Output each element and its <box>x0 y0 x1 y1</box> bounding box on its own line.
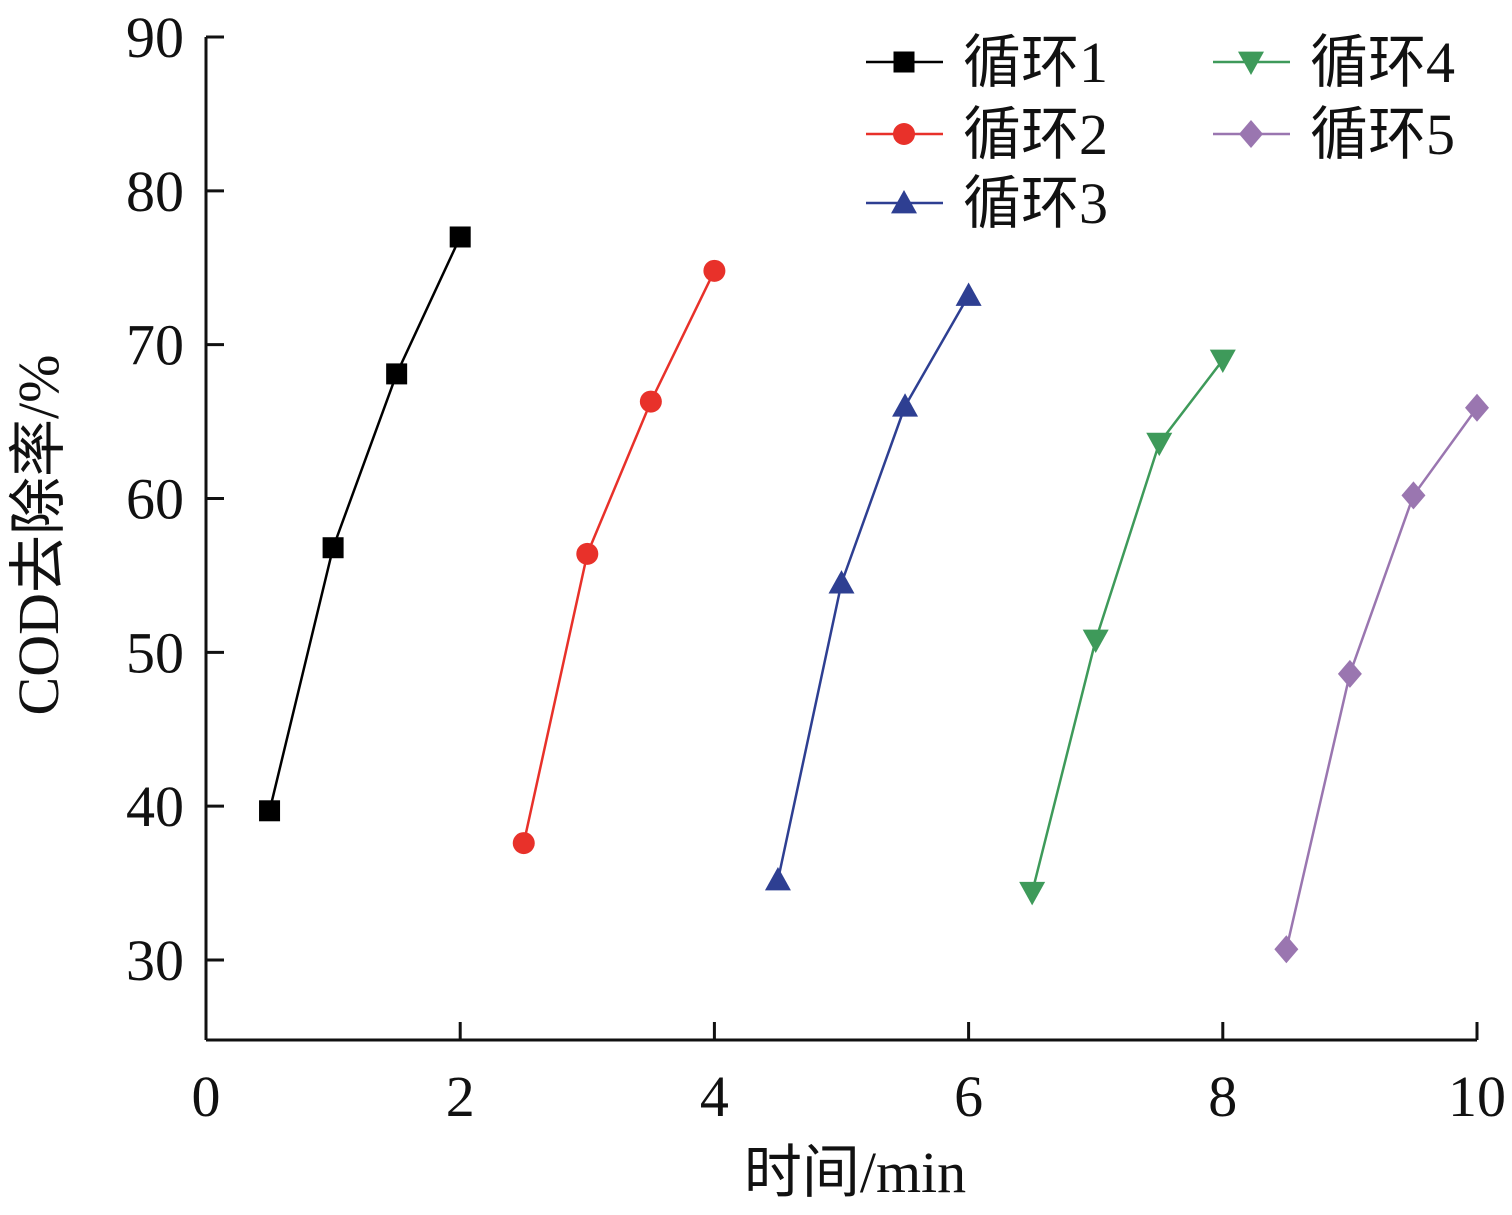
data-point <box>1209 349 1236 374</box>
data-point <box>259 800 281 822</box>
data-point <box>892 393 919 417</box>
data-point <box>703 259 726 282</box>
data-point <box>1401 481 1426 510</box>
series-2 <box>512 259 726 855</box>
x-axis-title: 时间/min <box>744 1140 966 1205</box>
y-tick-label: 90 <box>126 5 184 70</box>
x-tick-label: 4 <box>700 1064 729 1129</box>
series-line <box>522 270 716 844</box>
data-point <box>386 363 408 385</box>
legend-marker <box>1238 51 1264 75</box>
legend-item: 循环3 <box>866 171 1108 236</box>
series-line <box>1285 407 1479 950</box>
x-tick-label: 8 <box>1208 1064 1237 1129</box>
legend-marker <box>891 190 917 214</box>
y-tick-label: 40 <box>126 774 184 839</box>
data-point <box>639 390 662 413</box>
y-tick-label: 60 <box>126 467 184 532</box>
data-point <box>1146 432 1173 457</box>
legend-item: 循环5 <box>1213 102 1455 167</box>
data-point <box>449 226 471 248</box>
axes: 30 40 50 60 70 80 90 0 2 4 6 8 10 <box>126 5 1506 1129</box>
legend-marker <box>1239 120 1263 148</box>
data-point <box>955 282 982 306</box>
data-point <box>828 570 855 594</box>
data-point <box>322 537 344 559</box>
x-tick-label: 2 <box>446 1064 475 1129</box>
series-line <box>1030 359 1224 893</box>
data-point <box>512 832 535 855</box>
data-point <box>1019 881 1046 906</box>
legend-label: 循环1 <box>963 30 1108 95</box>
y-tick-label: 80 <box>126 159 184 224</box>
y-tick-label: 50 <box>126 620 184 685</box>
y-axis-title: COD去除率/% <box>6 355 71 716</box>
legend-item: 循环1 <box>866 30 1108 95</box>
legend-label: 循环3 <box>963 171 1108 236</box>
data-point <box>1082 629 1109 654</box>
data-point <box>1274 935 1299 964</box>
x-tick-label: 10 <box>1448 1064 1506 1129</box>
x-tick-label: 6 <box>954 1064 983 1129</box>
series-4 <box>1019 349 1236 906</box>
legend-marker <box>893 123 915 145</box>
legend-item: 循环2 <box>866 102 1108 167</box>
series-1 <box>259 226 471 822</box>
data-point <box>1337 659 1362 688</box>
legend-marker <box>893 51 915 73</box>
series-line <box>776 294 970 881</box>
legend-label: 循环5 <box>1310 102 1455 167</box>
series-line <box>268 236 462 812</box>
series-layer <box>259 226 1489 964</box>
series-3 <box>764 282 982 891</box>
legend-item: 循环4 <box>1213 30 1455 95</box>
data-point <box>764 867 791 891</box>
legend-label: 循环2 <box>963 102 1108 167</box>
y-tick-label: 70 <box>126 313 184 378</box>
legend-label: 循环4 <box>1310 30 1455 95</box>
x-tick-label: 0 <box>192 1064 221 1129</box>
series-5 <box>1274 393 1489 964</box>
data-point <box>576 542 599 565</box>
data-point <box>1465 393 1489 422</box>
y-tick-label: 30 <box>126 928 184 993</box>
